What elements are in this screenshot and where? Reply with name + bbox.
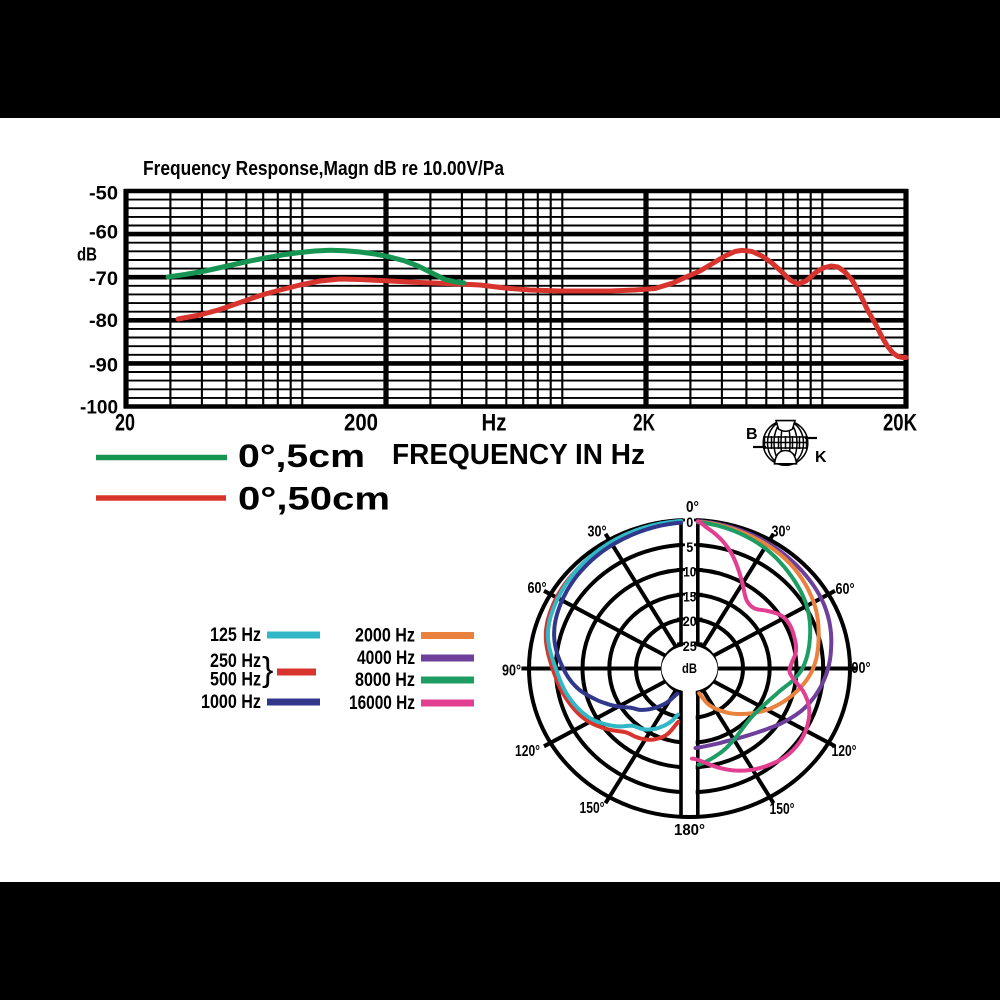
svg-text:5: 5 (686, 539, 693, 555)
svg-text:60°: 60° (528, 580, 547, 597)
svg-text:K: K (815, 449, 827, 466)
svg-text:20: 20 (115, 410, 135, 437)
svg-text:0: 0 (686, 514, 693, 530)
svg-text:8000 Hz: 8000 Hz (355, 670, 415, 691)
svg-text:-70: -70 (89, 269, 118, 290)
svg-text:2000 Hz: 2000 Hz (355, 626, 415, 647)
svg-text:20K: 20K (883, 410, 917, 437)
svg-text:-100: -100 (80, 398, 118, 419)
svg-text:-50: -50 (89, 184, 118, 205)
svg-text:Frequency Response,Magn dB re: Frequency Response,Magn dB re 10.00V/Pa (143, 157, 504, 180)
svg-text:120°: 120° (832, 743, 857, 760)
svg-text:120°: 120° (515, 743, 540, 760)
svg-text:150°: 150° (580, 800, 605, 817)
svg-text:500 Hz: 500 Hz (210, 670, 261, 691)
svg-text:10: 10 (683, 564, 696, 580)
svg-text:B: B (746, 426, 758, 443)
svg-text:0°,50cm: 0°,50cm (238, 481, 390, 517)
svg-text:90°: 90° (502, 663, 521, 680)
svg-text:-60: -60 (89, 222, 118, 243)
svg-text:FREQUENCY IN Hz: FREQUENCY IN Hz (392, 439, 645, 471)
svg-text:}: } (262, 651, 273, 689)
svg-text:200: 200 (344, 410, 378, 437)
svg-text:Hz: Hz (482, 410, 507, 437)
svg-text:30°: 30° (588, 524, 607, 541)
svg-text:4000 Hz: 4000 Hz (357, 648, 415, 669)
svg-text:125 Hz: 125 Hz (210, 625, 261, 646)
svg-text:15: 15 (683, 588, 696, 604)
svg-text:250 Hz: 250 Hz (210, 651, 261, 672)
svg-text:dB: dB (682, 661, 697, 676)
svg-text:16000 Hz: 16000 Hz (349, 693, 415, 714)
svg-text:dB: dB (77, 245, 97, 265)
svg-text:-80: -80 (89, 311, 118, 332)
svg-text:180°: 180° (674, 822, 705, 839)
svg-text:60°: 60° (836, 581, 855, 598)
svg-text:150°: 150° (770, 801, 795, 818)
svg-text:0°: 0° (686, 499, 699, 516)
svg-text:20: 20 (683, 613, 697, 629)
svg-text:2K: 2K (633, 410, 655, 437)
svg-text:1000 Hz: 1000 Hz (201, 692, 261, 713)
svg-text:-90: -90 (89, 356, 118, 377)
svg-text:30°: 30° (772, 524, 791, 541)
svg-text:90°: 90° (852, 660, 871, 677)
svg-text:0°,5cm: 0°,5cm (238, 438, 365, 474)
svg-text:25: 25 (683, 638, 697, 654)
